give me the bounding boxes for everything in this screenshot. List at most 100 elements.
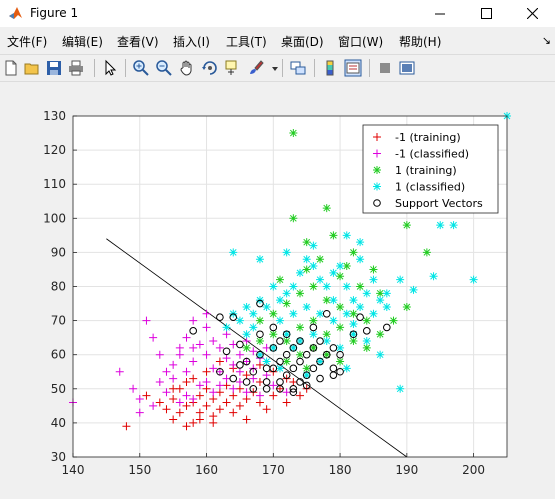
data-point	[249, 323, 258, 332]
data-point	[342, 364, 351, 373]
plus-marker-stroke	[235, 401, 244, 410]
legend-icon[interactable]	[344, 59, 362, 77]
data-point	[302, 364, 311, 373]
menu-edit[interactable]: 编辑(E)	[62, 35, 103, 49]
star-marker-stroke	[296, 337, 305, 346]
hide-plot-tools-icon[interactable]	[376, 59, 394, 77]
data-point	[449, 221, 458, 230]
data-point	[262, 302, 271, 311]
legend-entry: 1 (classified)	[373, 181, 465, 194]
data-point	[309, 364, 318, 373]
data-point	[329, 344, 338, 352]
close-button[interactable]	[509, 0, 555, 27]
data-cursor-icon[interactable]	[224, 59, 242, 77]
plus-marker-stroke	[235, 384, 244, 393]
star-marker-stroke	[349, 337, 358, 346]
plus-marker-stroke	[262, 405, 271, 414]
plus-marker-stroke	[195, 340, 204, 349]
maximize-button[interactable]	[463, 0, 509, 27]
data-point	[282, 337, 291, 346]
data-point	[429, 272, 438, 281]
plus-marker-stroke	[249, 374, 258, 383]
data-point	[316, 337, 324, 345]
data-point	[276, 357, 284, 366]
star-marker-stroke	[342, 364, 351, 373]
minimize-button[interactable]	[417, 0, 463, 27]
data-point	[189, 327, 197, 335]
data-point	[282, 357, 291, 366]
data-point	[242, 357, 251, 366]
open-file-icon[interactable]	[23, 59, 41, 77]
data-point	[329, 231, 338, 240]
data-point	[275, 364, 284, 373]
new-figure-icon[interactable]	[2, 59, 20, 77]
legend-box	[362, 124, 499, 214]
show-plot-tools-icon[interactable]	[398, 59, 416, 77]
dock-arrow-icon[interactable]: ↘	[541, 34, 551, 47]
pan-icon[interactable]	[178, 59, 196, 77]
data-point	[215, 367, 224, 376]
menu-file[interactable]: 文件(F)	[7, 35, 48, 49]
rotate-3d-icon[interactable]	[201, 59, 219, 77]
brush-dropdown-icon[interactable]	[266, 59, 284, 77]
star-marker-stroke	[296, 350, 305, 359]
legend-marker	[373, 133, 381, 141]
plus-marker-stroke	[209, 337, 218, 346]
circle-marker-stroke	[309, 323, 318, 332]
data-point	[409, 285, 418, 294]
data-point	[209, 337, 218, 346]
star-marker-stroke	[275, 296, 284, 305]
brush-icon[interactable]	[247, 59, 265, 77]
star-marker-stroke	[229, 248, 238, 257]
series-2	[242, 129, 431, 373]
data-point	[376, 296, 385, 305]
data-point	[282, 388, 291, 397]
title-bar: Figure 1	[0, 0, 555, 27]
star-marker-stroke	[242, 302, 251, 311]
zoom-out-icon[interactable]	[155, 59, 173, 77]
colorbar-icon[interactable]	[321, 59, 339, 77]
plus-marker-stroke	[149, 333, 158, 342]
data-point	[269, 330, 278, 339]
menu-view[interactable]: 查看(V)	[117, 35, 159, 49]
plus-marker-stroke	[175, 398, 184, 407]
data-point	[322, 204, 331, 213]
star-marker-stroke	[322, 350, 331, 359]
menu-window[interactable]: 窗口(W)	[338, 35, 384, 49]
menu-desktop[interactable]: 桌面(D)	[281, 35, 324, 49]
data-point	[216, 367, 224, 376]
legend-label: 1 (training)	[395, 164, 457, 177]
data-point	[222, 330, 231, 339]
pointer-icon[interactable]	[101, 59, 119, 77]
star-marker-stroke	[356, 255, 365, 264]
menu-bar: 文件(F) 编辑(E) 查看(V) 插入(I) 工具(T) 桌面(D) 窗口(W…	[0, 30, 555, 52]
star-marker-stroke	[349, 320, 358, 329]
zoom-in-icon[interactable]	[132, 59, 150, 77]
data-point	[322, 296, 331, 305]
star-marker-stroke	[342, 262, 351, 271]
print-icon[interactable]	[67, 59, 85, 77]
series-4	[189, 299, 391, 397]
y-tick-label: 60	[51, 348, 66, 362]
data-point	[255, 391, 264, 400]
circle-marker-stroke	[242, 357, 251, 366]
menu-tools[interactable]: 工具(T)	[226, 35, 267, 49]
star-marker-stroke	[302, 255, 311, 264]
circle-marker-stroke	[302, 371, 311, 379]
data-point	[195, 408, 204, 417]
y-tick-label: 40	[51, 416, 66, 430]
star-marker-stroke	[322, 296, 331, 305]
circle-marker-stroke	[189, 327, 197, 335]
save-icon[interactable]	[45, 59, 63, 77]
star-marker-stroke	[282, 330, 291, 339]
data-point	[275, 384, 284, 393]
data-point	[269, 391, 278, 400]
link-plot-icon[interactable]	[289, 59, 307, 77]
menu-help[interactable]: 帮助(H)	[399, 35, 442, 49]
star-marker-stroke	[449, 221, 458, 230]
circle-marker-stroke	[256, 330, 264, 339]
star-marker-stroke	[255, 255, 264, 264]
data-point	[349, 330, 358, 339]
menu-insert[interactable]: 插入(I)	[173, 35, 210, 49]
circle-marker-stroke	[316, 374, 324, 383]
